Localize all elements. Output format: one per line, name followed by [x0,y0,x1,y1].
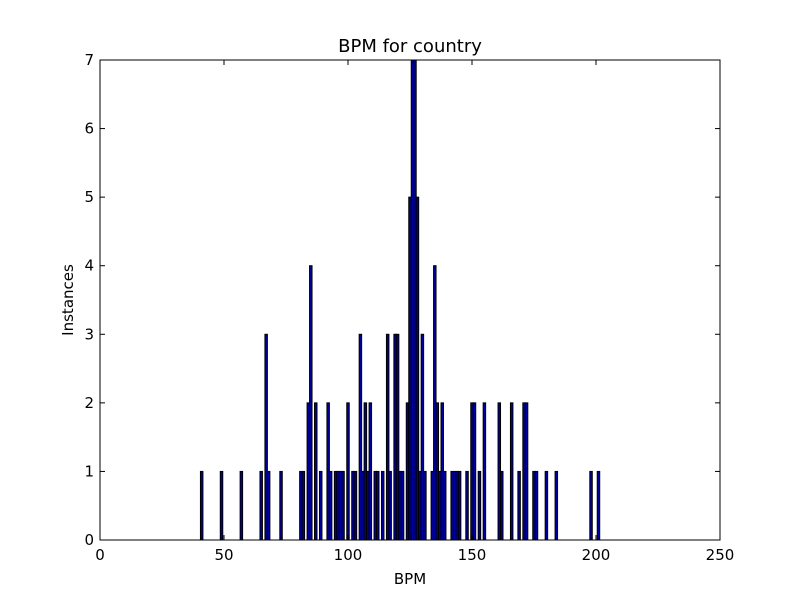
histogram-bar [301,470,306,541]
bars-layer [199,59,601,541]
histogram-bar [482,402,487,541]
y-tick-label: 2 [84,394,94,412]
chart-title: BPM for country [338,36,482,57]
histogram-bar [368,402,373,541]
x-tick-label: 200 [582,546,611,564]
x-axis-label: BPM [394,570,426,588]
histogram-bar [380,470,385,541]
histogram-bar [589,470,593,541]
histogram-bar [477,470,482,541]
histogram-bar [259,470,263,541]
histogram-bar [524,402,529,541]
histogram-bar [314,402,318,541]
histogram-bar [509,402,514,541]
plot-frame [99,59,721,541]
histogram-bar [328,470,333,541]
x-tick-label: 150 [458,546,487,564]
y-tick-label: 5 [84,188,94,206]
histogram-bar [472,402,477,541]
histogram-bar [219,470,224,541]
histogram-bar [309,265,313,541]
histogram-bar [353,470,358,541]
y-tick-label: 7 [84,51,94,69]
histogram-bar [266,470,271,541]
histogram-bar [465,470,469,541]
histogram-bar [457,470,462,541]
x-tick-label: 250 [706,546,735,564]
histogram-bar [318,470,323,541]
histogram-bar [442,470,447,541]
histogram-bar [346,402,350,541]
y-tick-label: 3 [84,325,94,343]
histogram-bar [423,470,427,541]
histogram-bar [239,470,244,541]
histogram-bar [554,470,559,541]
histogram-bar [279,470,283,541]
y-tick-label: 1 [84,462,94,480]
tick-labels-layer: 0 50 100 150 200 250 0 1 2 3 4 5 6 7 [84,51,734,564]
histogram-bar [341,470,345,541]
y-tick-label: 4 [84,257,94,275]
histogram-bar [596,470,601,541]
histogram-bar [388,470,392,541]
histogram-bar [400,470,405,541]
histogram-bar [534,470,539,541]
histogram-bar [376,470,380,541]
histogram-bar [544,470,549,541]
ticks-layer [99,59,721,541]
y-tick-label: 6 [84,120,94,138]
histogram-bar [199,470,204,541]
histogram-bar [517,470,521,541]
y-axis-label: Instances [59,264,77,336]
x-tick-label: 50 [214,546,233,564]
histogram-bar [500,470,504,541]
y-tick-label: 0 [84,531,94,549]
x-tick-label: 100 [334,546,363,564]
x-tick-label: 0 [95,546,105,564]
